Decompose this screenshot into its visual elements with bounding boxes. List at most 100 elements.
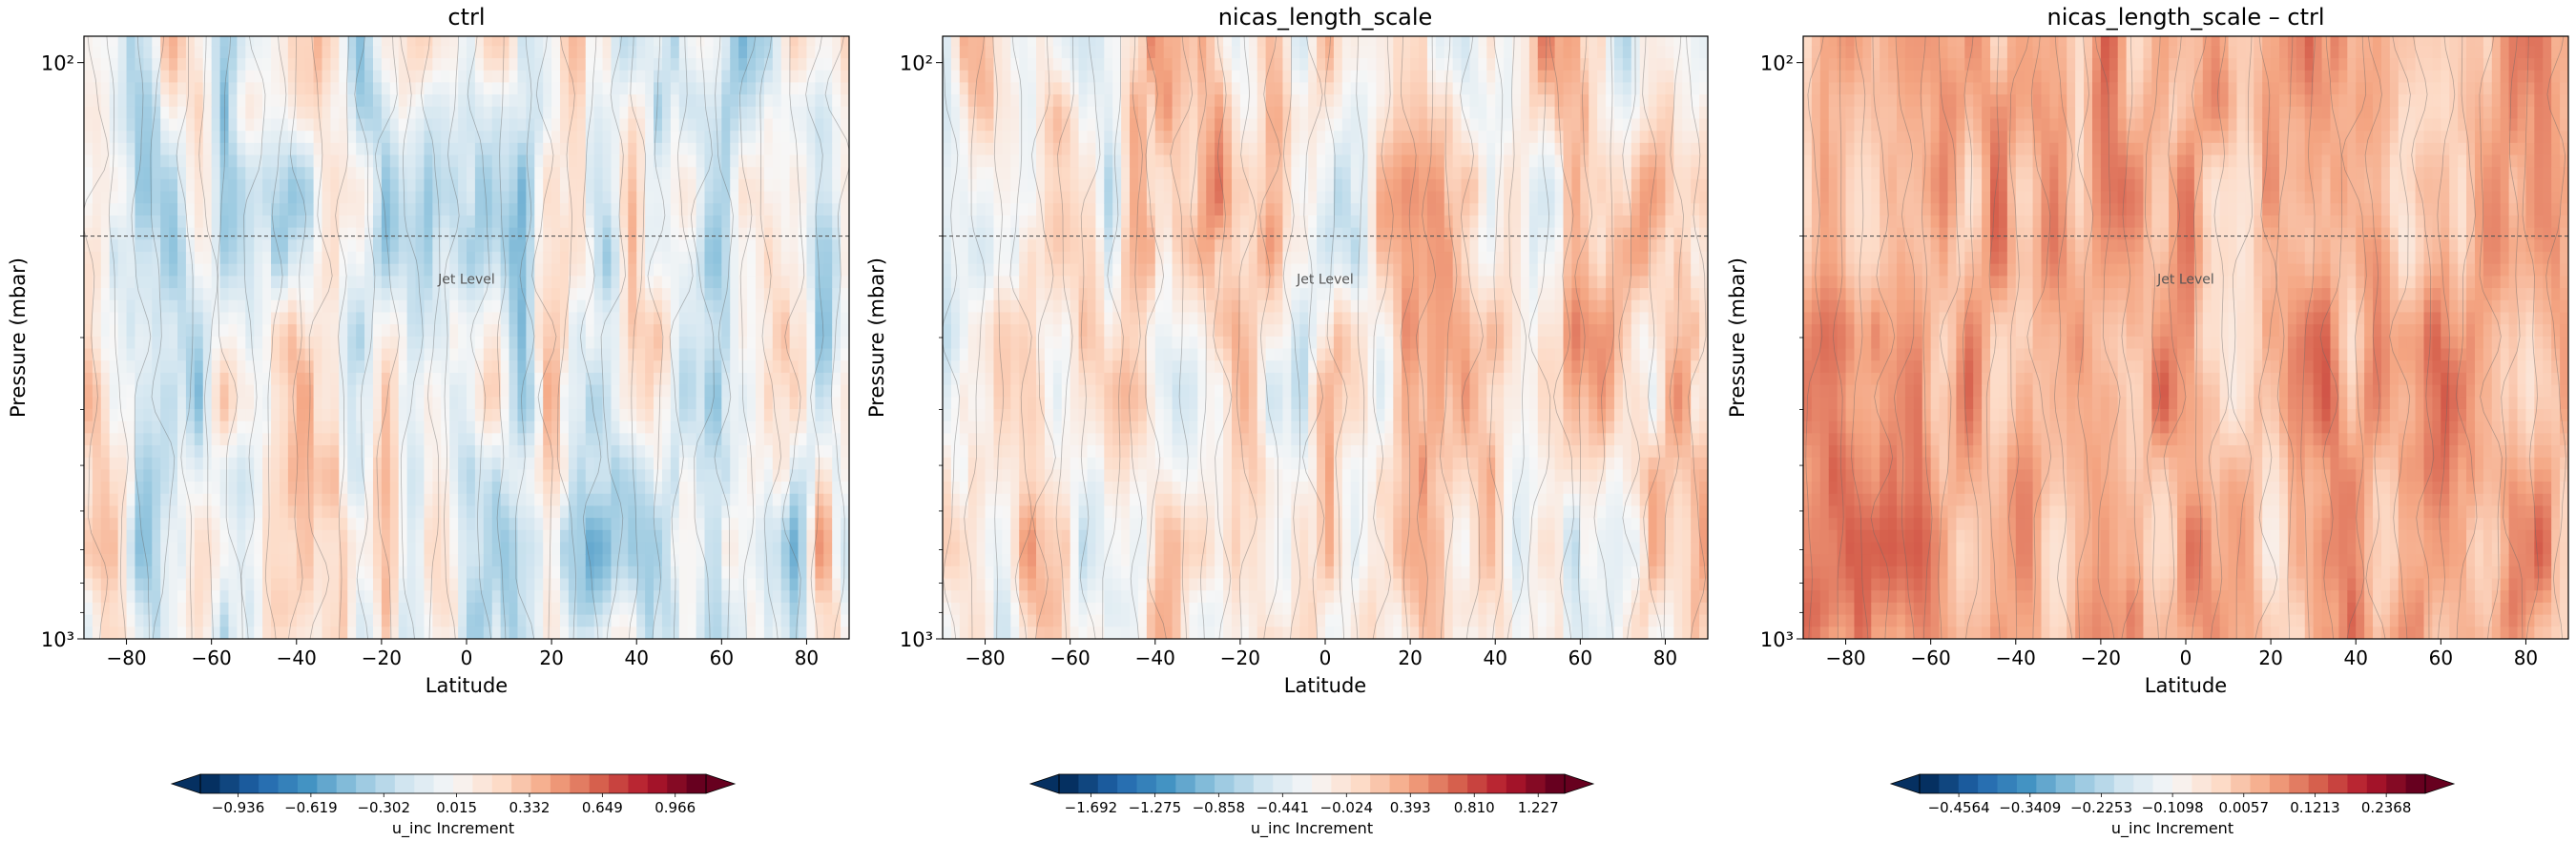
heat-cell xyxy=(993,482,1003,494)
heat-cell xyxy=(339,409,348,421)
heat-cell xyxy=(143,505,153,518)
heat-cell xyxy=(628,300,637,313)
heat-cell xyxy=(212,494,221,506)
heat-cell xyxy=(977,543,987,555)
heat-cell xyxy=(424,543,433,555)
heat-cell xyxy=(645,445,654,458)
heat-cell xyxy=(662,458,672,470)
heat-cell xyxy=(1002,312,1011,324)
heat-cell xyxy=(186,324,196,337)
heat-cell xyxy=(764,203,774,216)
heat-cell xyxy=(288,228,298,240)
heat-cell xyxy=(1002,143,1011,155)
heat-cell xyxy=(390,131,400,143)
heat-cell xyxy=(288,203,298,216)
heat-cell xyxy=(160,203,170,216)
heat-cell xyxy=(271,482,280,494)
heat-cell xyxy=(560,543,570,555)
heat-cell xyxy=(799,324,808,337)
heat-cell xyxy=(177,107,187,119)
heat-cell xyxy=(806,300,816,313)
heat-cell xyxy=(169,433,178,445)
heat-cell xyxy=(968,494,978,506)
heat-cell xyxy=(475,530,485,543)
heat-cell xyxy=(127,107,136,119)
heat-cell xyxy=(806,228,816,240)
heat-cell xyxy=(671,131,680,143)
heat-cell xyxy=(177,469,187,482)
heat-cell xyxy=(636,167,646,179)
heat-cell xyxy=(475,494,485,506)
heat-cell xyxy=(764,107,774,119)
heat-cell xyxy=(297,349,306,361)
heat-cell xyxy=(424,312,433,324)
heat-cell xyxy=(356,530,365,543)
heat-cell xyxy=(271,603,280,615)
heat-cell xyxy=(619,409,629,421)
heat-cell xyxy=(160,469,170,482)
heat-cell xyxy=(679,626,689,639)
heat-cell xyxy=(177,276,187,288)
heat-cell xyxy=(756,518,765,530)
heat-cell xyxy=(569,228,578,240)
heat-cell xyxy=(960,603,969,615)
heat-cell xyxy=(968,300,978,313)
heat-cell xyxy=(254,494,263,506)
heat-cell xyxy=(534,543,544,555)
heat-cell xyxy=(245,590,255,603)
heat-cell xyxy=(603,203,613,216)
heat-cell xyxy=(424,518,433,530)
heat-cell xyxy=(195,58,204,71)
heat-cell xyxy=(773,360,782,373)
heat-cell xyxy=(237,543,246,555)
heat-cell xyxy=(373,312,383,324)
heat-cell xyxy=(764,131,774,143)
heat-cell xyxy=(322,107,332,119)
heat-cell xyxy=(756,385,765,398)
heat-cell xyxy=(756,58,765,71)
heat-cell xyxy=(484,579,493,591)
heat-cell xyxy=(773,433,782,445)
heat-cell xyxy=(696,203,706,216)
heat-cell xyxy=(467,312,476,324)
heat-cell xyxy=(730,349,739,361)
heat-cell xyxy=(416,82,426,94)
heat-cell xyxy=(330,505,340,518)
heat-cell xyxy=(951,337,961,349)
heat-cell xyxy=(416,216,426,228)
heat-cell xyxy=(356,264,365,277)
heat-cell xyxy=(203,46,213,58)
heat-cell xyxy=(237,288,246,300)
heat-cell xyxy=(169,276,178,288)
heat-cell xyxy=(93,337,102,349)
heat-cell xyxy=(738,143,748,155)
heat-cell xyxy=(619,82,629,94)
heat-cell xyxy=(314,179,323,192)
heat-cell xyxy=(586,203,595,216)
heat-cell xyxy=(815,397,824,409)
heat-cell xyxy=(195,566,204,579)
heat-cell xyxy=(110,590,119,603)
heat-cell xyxy=(169,107,178,119)
heat-cell xyxy=(790,603,800,615)
heat-cell xyxy=(628,118,637,131)
heat-cell xyxy=(382,58,391,71)
heat-cell xyxy=(977,518,987,530)
heat-cell xyxy=(968,337,978,349)
heat-cell xyxy=(764,458,774,470)
heat-cell xyxy=(212,554,221,566)
heat-cell xyxy=(322,469,332,482)
heat-cell xyxy=(356,276,365,288)
heat-cell xyxy=(458,554,467,566)
y-tick-label: 10² xyxy=(41,52,74,75)
heat-cell xyxy=(262,143,272,155)
heat-cell xyxy=(195,167,204,179)
heat-cell xyxy=(1002,203,1011,216)
heat-cell xyxy=(93,131,102,143)
heat-cell xyxy=(467,433,476,445)
heat-cell xyxy=(101,421,111,434)
heat-cell xyxy=(1002,155,1011,168)
heat-cell xyxy=(730,458,739,470)
heat-cell xyxy=(364,482,374,494)
heat-cell xyxy=(254,192,263,204)
